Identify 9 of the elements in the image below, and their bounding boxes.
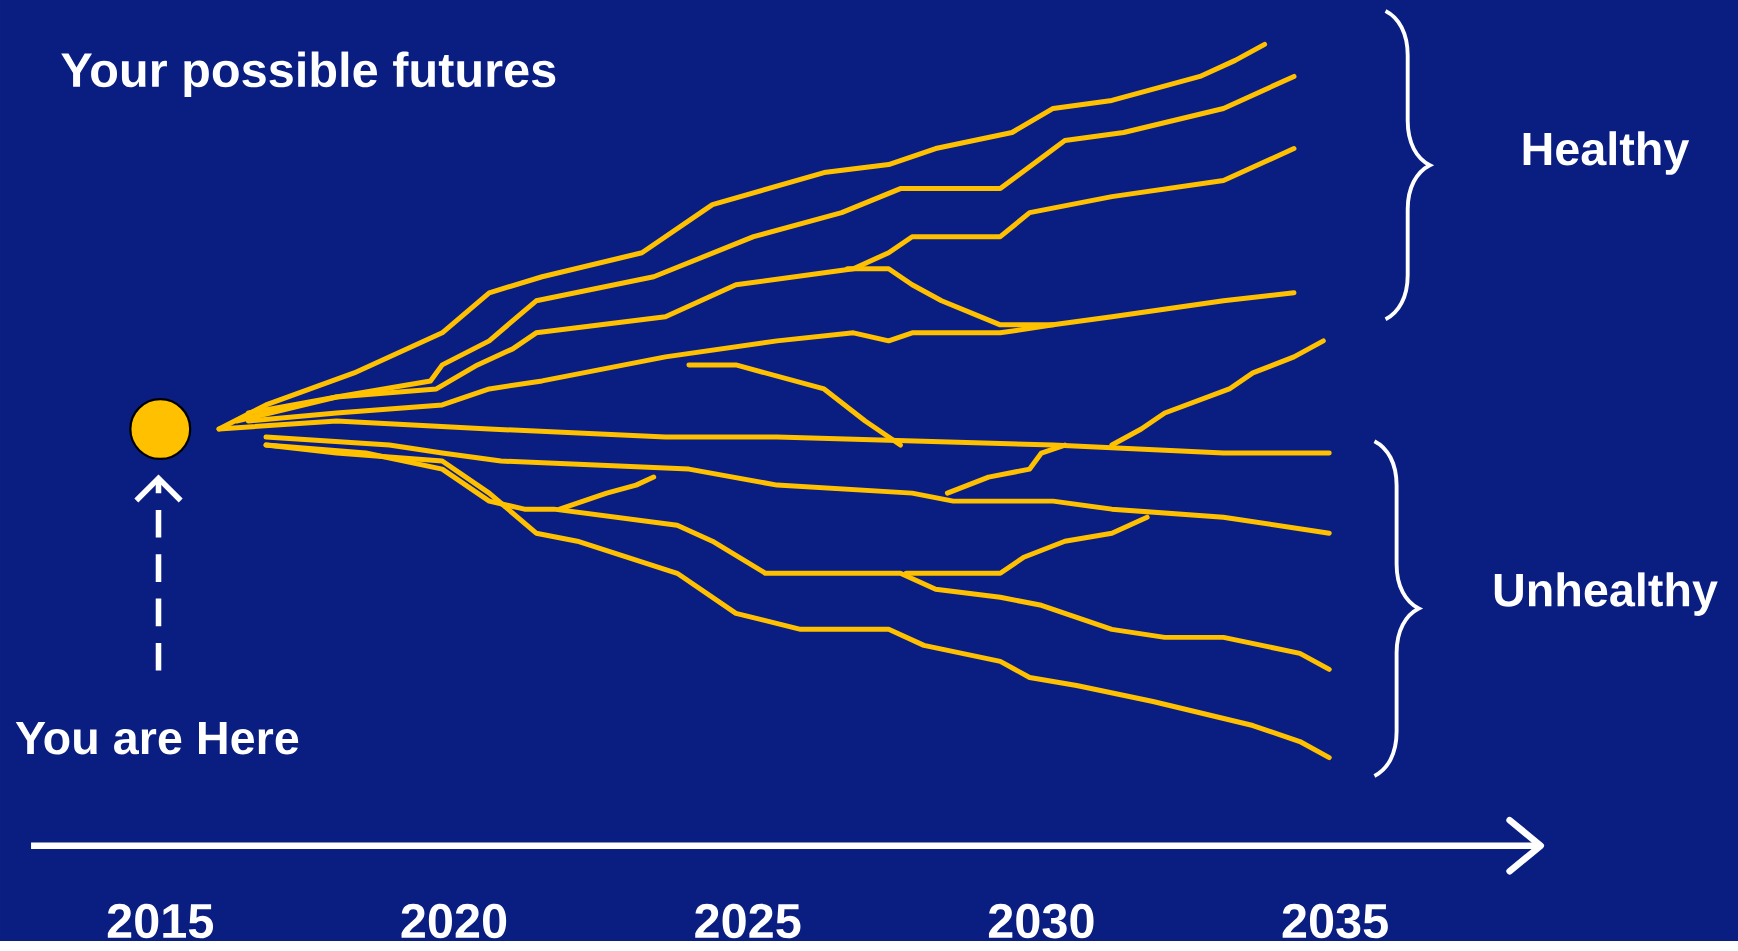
x-tick-label: 2015 <box>107 903 214 939</box>
x-tick-label: 2035 <box>1282 903 1388 939</box>
x-tick-label: 2020 <box>401 903 507 939</box>
annotation: You are Here <box>15 721 299 755</box>
annotation: Healthy <box>1523 131 1690 175</box>
annotation: Unhealthy <box>1494 572 1718 616</box>
x-tick-label: 2030 <box>988 903 1094 939</box>
x-tick-label: 2025 <box>695 903 801 939</box>
chart-title: Your possible futures <box>61 51 556 97</box>
